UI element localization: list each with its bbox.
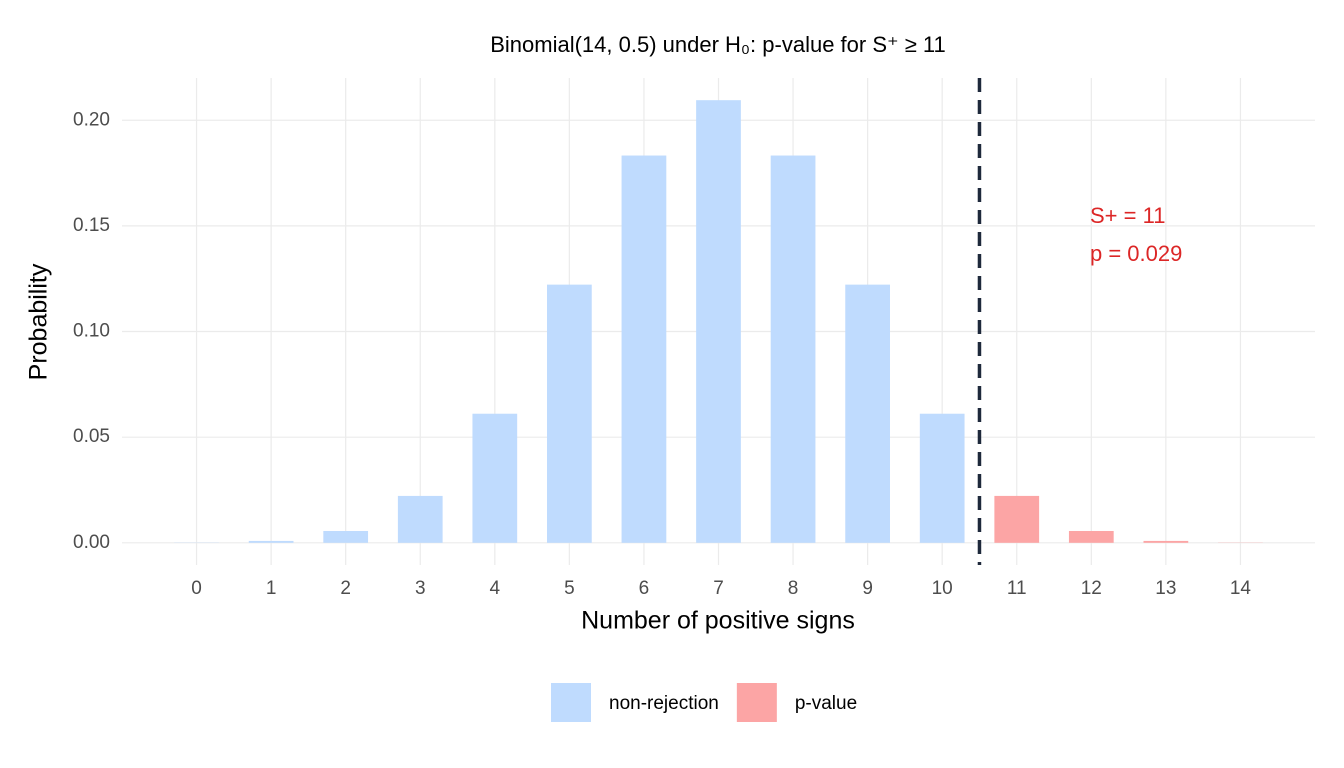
y-tick-label: 0.15 bbox=[73, 215, 110, 236]
legend-swatch bbox=[551, 683, 591, 722]
x-tick-label: 6 bbox=[639, 578, 650, 599]
legend-label: p-value bbox=[795, 693, 857, 714]
bar bbox=[994, 495, 1040, 543]
x-tick-label: 3 bbox=[415, 578, 426, 599]
x-tick-label: 9 bbox=[862, 578, 873, 599]
bar bbox=[621, 155, 667, 543]
x-axis-title: Number of positive signs bbox=[581, 607, 855, 635]
legend-label: non-rejection bbox=[609, 693, 719, 714]
y-tick-label: 0.00 bbox=[73, 532, 110, 553]
x-tick-label: 13 bbox=[1155, 578, 1176, 599]
bar bbox=[547, 284, 592, 543]
x-tick-label: 1 bbox=[266, 578, 277, 599]
x-tick-label: 7 bbox=[713, 578, 724, 599]
chart-title: Binomial(14, 0.5) under H₀: p-value for … bbox=[490, 32, 946, 57]
x-tick-label: 12 bbox=[1081, 578, 1102, 599]
bar bbox=[919, 413, 965, 543]
x-tick-label: 14 bbox=[1230, 578, 1252, 599]
bar bbox=[1143, 540, 1189, 543]
y-axis-title: Probability bbox=[25, 263, 53, 380]
y-tick-label: 0.05 bbox=[73, 426, 110, 447]
annotation: p = 0.029 bbox=[1090, 241, 1182, 266]
bar bbox=[472, 413, 518, 543]
bar bbox=[845, 284, 890, 543]
x-tick-label: 11 bbox=[1007, 578, 1027, 599]
bar bbox=[323, 530, 369, 543]
x-tick-label: 0 bbox=[191, 578, 202, 599]
bar bbox=[696, 100, 741, 543]
x-tick-label: 10 bbox=[932, 578, 953, 599]
x-tick-label: 4 bbox=[490, 578, 501, 599]
annotation: S+ = 11 bbox=[1090, 203, 1165, 228]
x-tick-label: 2 bbox=[340, 578, 351, 599]
y-tick-label: 0.20 bbox=[73, 109, 110, 130]
y-tick-label: 0.10 bbox=[73, 321, 110, 342]
bar bbox=[770, 155, 816, 543]
legend-swatch bbox=[736, 683, 777, 722]
bar bbox=[248, 540, 294, 543]
bar bbox=[1068, 530, 1114, 543]
bar bbox=[397, 495, 443, 543]
x-tick-label: 8 bbox=[788, 578, 799, 599]
x-tick-label: 5 bbox=[564, 578, 575, 599]
